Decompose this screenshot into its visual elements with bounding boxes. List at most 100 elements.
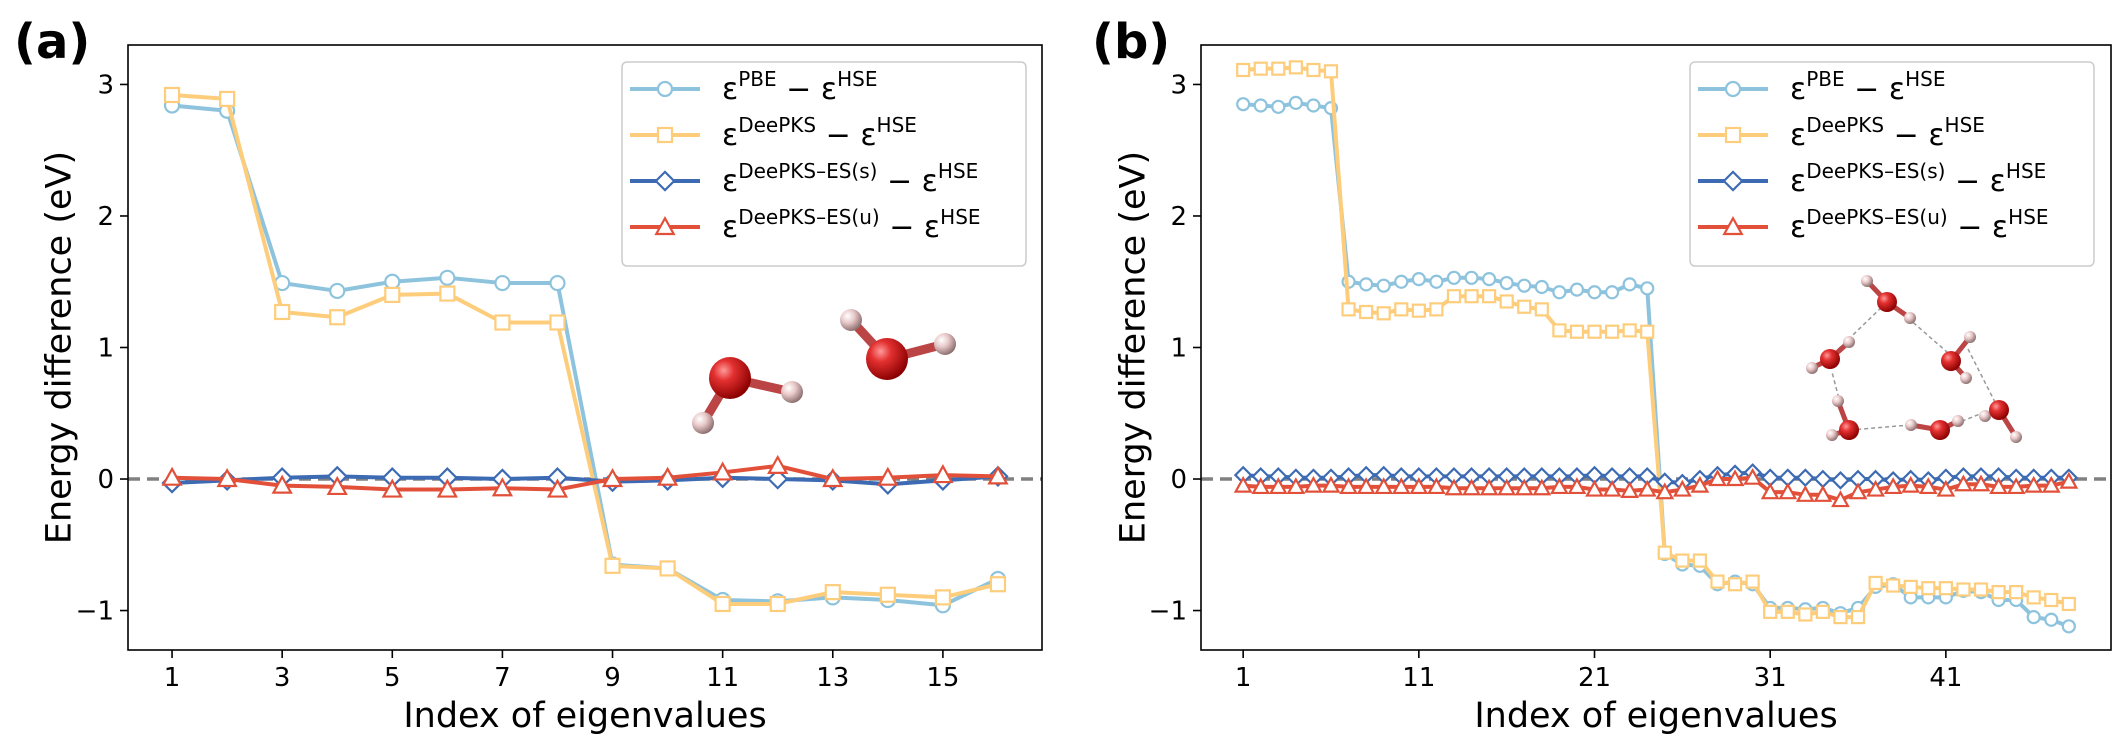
panel-b-x-axis-label: Index of eigenvalues bbox=[1474, 696, 1837, 736]
legend-label: εDeePKS–ES(s) − εHSE bbox=[1790, 159, 2046, 199]
x-tick-label: 9 bbox=[604, 663, 621, 693]
data-point-pbe bbox=[1359, 277, 1374, 292]
data-point-pbe bbox=[549, 274, 566, 292]
data-point-es-u bbox=[1831, 490, 1850, 508]
y-tick-label: 1 bbox=[1170, 334, 1187, 364]
y-tick-label: 3 bbox=[1170, 70, 1187, 100]
data-point-deepks bbox=[1692, 553, 1708, 568]
data-point-deepks bbox=[1446, 289, 1462, 304]
data-point-es-u bbox=[1251, 477, 1271, 495]
x-tick-label: 31 bbox=[1754, 663, 1787, 693]
data-point-es-u bbox=[491, 477, 514, 497]
data-point-es-u bbox=[1918, 477, 1938, 495]
panel-a-x-axis-label: Index of eigenvalues bbox=[403, 696, 766, 736]
data-point-pbe bbox=[1394, 274, 1409, 289]
x-tick-label: 21 bbox=[1578, 663, 1611, 693]
data-point-pbe bbox=[2061, 619, 2076, 634]
data-point-es-u bbox=[1690, 475, 1710, 493]
y-tick-label: 0 bbox=[97, 465, 114, 495]
legend-item-pbe: εPBE − εHSE bbox=[630, 67, 877, 107]
data-point-pbe bbox=[1253, 98, 1268, 113]
data-point-pbe bbox=[439, 269, 456, 286]
y-tick-label: 2 bbox=[1170, 202, 1187, 232]
data-point-deepks bbox=[329, 309, 346, 326]
data-point-deepks bbox=[1482, 289, 1497, 304]
x-tick-label: 1 bbox=[1235, 663, 1252, 693]
legend-marker bbox=[1724, 126, 1742, 144]
data-point-es-u bbox=[1989, 477, 2008, 495]
data-point-pbe bbox=[1604, 285, 1620, 300]
data-point-es-u bbox=[1760, 482, 1780, 500]
data-point-pbe bbox=[1499, 275, 1514, 291]
data-point-es-u bbox=[1795, 485, 1815, 502]
data-point-pbe bbox=[1236, 97, 1251, 112]
data-point-deepks bbox=[1499, 294, 1514, 309]
data-point-es-u bbox=[1655, 482, 1675, 500]
data-point-deepks bbox=[1640, 324, 1655, 339]
data-point-deepks bbox=[163, 86, 181, 104]
data-point-es-u bbox=[381, 478, 403, 498]
data-point-deepks bbox=[1622, 323, 1637, 338]
data-point-deepks bbox=[1306, 62, 1321, 78]
data-point-deepks bbox=[1288, 60, 1303, 75]
data-point-es-u bbox=[1602, 479, 1622, 497]
data-point-es-u bbox=[1743, 467, 1762, 485]
data-point-es-s bbox=[1831, 470, 1850, 490]
legend-marker bbox=[1722, 215, 1744, 236]
panel-a-y-ticks: −1 0 1 2 3 bbox=[76, 70, 128, 627]
series-line-pbe bbox=[171, 103, 999, 608]
data-point-es-u bbox=[1374, 477, 1394, 495]
data-point-es-u bbox=[932, 464, 954, 484]
series-deepks bbox=[163, 86, 1007, 613]
series-es-u bbox=[1233, 467, 2079, 508]
data-point-es-u bbox=[1286, 477, 1306, 495]
data-point-es-u bbox=[1954, 474, 1973, 492]
data-point-deepks bbox=[934, 589, 951, 606]
panel-b-y-ticks: −1 0 1 2 3 bbox=[1149, 70, 1201, 627]
data-point-deepks bbox=[1236, 62, 1251, 78]
data-point-pbe bbox=[1569, 282, 1585, 297]
data-point-es-u bbox=[1444, 478, 1464, 496]
data-point-es-u bbox=[1848, 482, 1868, 500]
data-point-es-u bbox=[1427, 477, 1446, 495]
legend-label: εDeePKS–ES(s) − εHSE bbox=[722, 159, 978, 199]
data-point-deepks bbox=[1359, 304, 1374, 320]
y-tick-label: −1 bbox=[1149, 597, 1187, 627]
data-point-es-s bbox=[767, 468, 789, 490]
data-point-deepks bbox=[1903, 579, 1918, 594]
data-point-es-u bbox=[1356, 477, 1376, 495]
data-point-pbe bbox=[1622, 277, 1637, 292]
data-point-deepks bbox=[604, 557, 621, 574]
water-dimer-illustration bbox=[692, 309, 956, 434]
data-point-deepks bbox=[1569, 324, 1585, 339]
data-point-es-u bbox=[1339, 477, 1358, 495]
data-point-deepks bbox=[1833, 610, 1848, 625]
data-point-es-u bbox=[601, 468, 624, 488]
data-point-deepks bbox=[274, 303, 291, 321]
data-point-deepks bbox=[2061, 596, 2076, 612]
data-point-deepks bbox=[879, 586, 896, 603]
data-point-deepks bbox=[1991, 585, 2006, 600]
data-point-deepks bbox=[1517, 299, 1532, 314]
series-line-es-s bbox=[171, 474, 999, 487]
data-point-es-u bbox=[1514, 478, 1534, 496]
data-point-deepks bbox=[549, 314, 566, 331]
y-tick-label: −1 bbox=[76, 597, 114, 627]
data-point-deepks bbox=[1710, 574, 1725, 589]
data-point-deepks bbox=[1868, 575, 1883, 591]
data-point-es-u bbox=[656, 466, 679, 486]
data-point-deepks bbox=[1604, 324, 1620, 339]
data-point-es-u bbox=[2006, 477, 2026, 495]
panel-a-series bbox=[128, 86, 1042, 614]
data-point-deepks bbox=[1271, 61, 1286, 76]
panel-a-legend: εPBE − εHSE εDeePKS − εHSE εDeePKS–ES(s) −… bbox=[621, 61, 1027, 267]
data-point-es-u bbox=[1409, 477, 1429, 495]
panel-b-series bbox=[1201, 60, 2111, 634]
data-point-deepks bbox=[1534, 302, 1549, 317]
data-point-es-u bbox=[1462, 478, 1481, 496]
data-point-pbe bbox=[1429, 274, 1444, 289]
data-point-pbe bbox=[1271, 99, 1286, 114]
x-tick-label: 7 bbox=[494, 663, 511, 693]
legend-marker bbox=[656, 126, 674, 144]
